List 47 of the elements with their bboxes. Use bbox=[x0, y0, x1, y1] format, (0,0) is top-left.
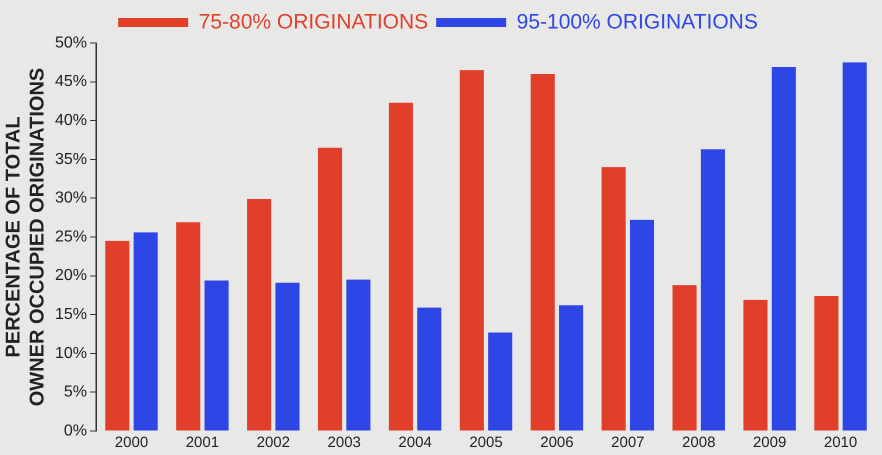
legend-label: 75-80% ORIGINATIONS bbox=[198, 10, 428, 34]
x-tick-label: 2009 bbox=[752, 434, 786, 452]
bar bbox=[814, 296, 838, 430]
y-tick-label: 35% bbox=[54, 150, 88, 168]
bar bbox=[247, 198, 272, 430]
y-tick-label: 0% bbox=[64, 422, 88, 440]
bar bbox=[672, 285, 697, 430]
bar bbox=[417, 308, 442, 430]
bar bbox=[134, 232, 158, 430]
y-tick-label: 15% bbox=[54, 306, 88, 324]
y-tick-label: 50% bbox=[54, 34, 88, 52]
bar bbox=[842, 62, 867, 430]
y-tick-label: 25% bbox=[54, 228, 88, 246]
bar bbox=[204, 280, 229, 430]
y-tick-label: 10% bbox=[54, 344, 88, 362]
x-tick-label: 2008 bbox=[682, 434, 716, 452]
bar bbox=[346, 280, 370, 430]
bar bbox=[530, 74, 555, 430]
y-tick-label: 30% bbox=[54, 190, 88, 207]
x-tick-label: 2001 bbox=[186, 434, 220, 452]
y-tick-label: 45% bbox=[54, 73, 88, 90]
bar bbox=[388, 102, 413, 430]
x-tick-label: 2005 bbox=[469, 434, 503, 452]
x-tick-label: 2007 bbox=[611, 434, 645, 452]
bar bbox=[105, 240, 130, 430]
legend-label: 95-100% ORIGINATIONS bbox=[516, 10, 758, 34]
bar bbox=[743, 300, 768, 430]
bar bbox=[176, 222, 200, 430]
x-tick-label: 2010 bbox=[824, 434, 858, 452]
bar bbox=[318, 148, 342, 430]
y-tick-label: 20% bbox=[54, 267, 88, 284]
x-tick-label: 2000 bbox=[114, 434, 148, 452]
x-tick-label: 2003 bbox=[328, 434, 361, 452]
x-tick-label: 2006 bbox=[540, 434, 574, 452]
bar bbox=[700, 149, 725, 430]
bar bbox=[460, 70, 484, 430]
bar bbox=[488, 332, 512, 430]
x-tick-label: 2002 bbox=[256, 434, 290, 452]
y-tick-label: 5% bbox=[64, 384, 88, 401]
bar bbox=[602, 167, 626, 430]
bar bbox=[772, 67, 796, 430]
y-axis-title: PERCENTAGE OF TOTAL OWNER OCCUPIED ORIGINATIONS bbox=[2, 68, 49, 406]
y-tick-label: 40% bbox=[54, 112, 88, 130]
bar bbox=[275, 282, 300, 430]
bar bbox=[559, 305, 584, 430]
x-tick-label: 2004 bbox=[398, 434, 432, 452]
bar bbox=[630, 220, 654, 430]
